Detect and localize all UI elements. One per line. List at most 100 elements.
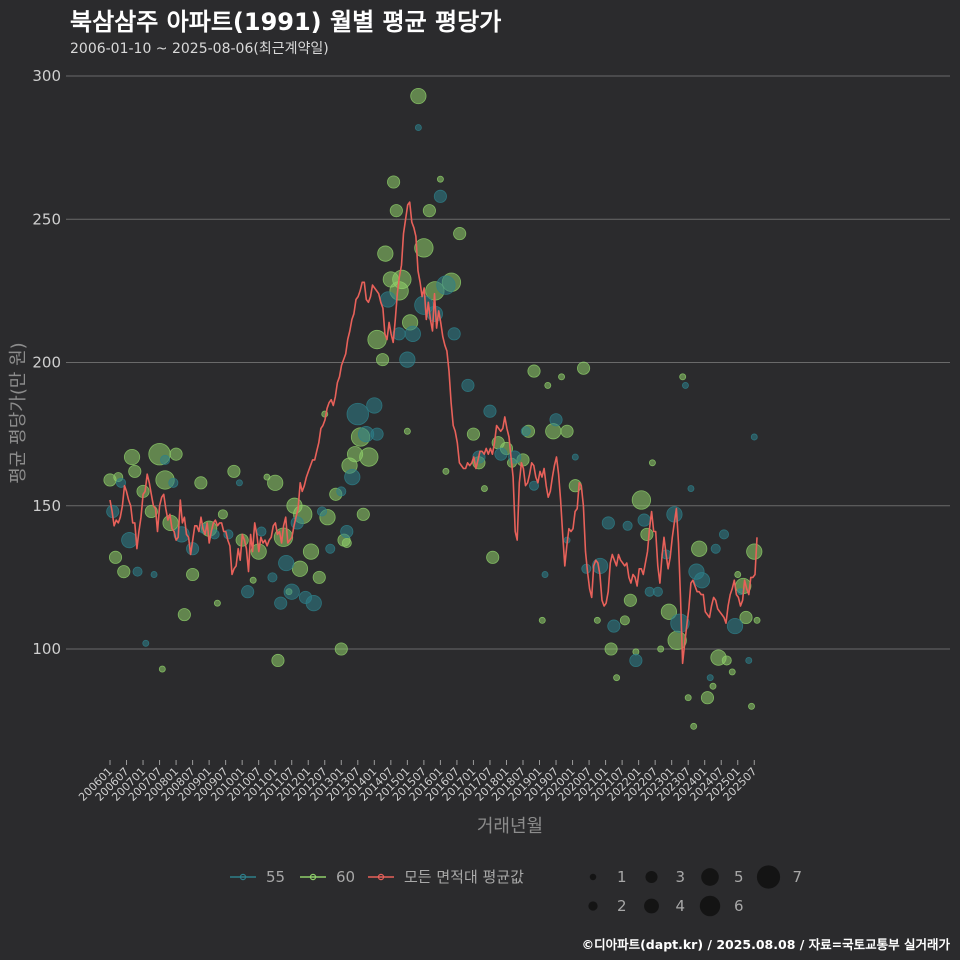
point-60 xyxy=(734,571,742,578)
point-55 xyxy=(710,543,721,554)
point-60 xyxy=(623,593,637,607)
point-55 xyxy=(414,124,422,132)
y-axis-ticks: 100 150 200 250 300 xyxy=(32,67,61,658)
legend-key-point xyxy=(309,873,317,881)
point-55 xyxy=(670,613,690,633)
point-60 xyxy=(728,668,736,676)
point-55 xyxy=(379,291,397,308)
point-60 xyxy=(538,616,546,624)
point-55 xyxy=(274,596,288,610)
point-55 xyxy=(529,480,540,491)
point-55 xyxy=(317,506,328,517)
grid-lines xyxy=(66,75,950,650)
point-60 xyxy=(657,645,665,653)
legend-key-point xyxy=(239,873,247,881)
point-55 xyxy=(549,413,563,427)
point-60 xyxy=(613,674,621,682)
point-55 xyxy=(132,566,143,577)
point-60 xyxy=(392,269,412,290)
point-60 xyxy=(377,245,394,262)
legend-size-dot xyxy=(699,895,721,917)
legend-size-dot xyxy=(588,901,598,911)
point-55 xyxy=(726,617,744,635)
legend-size-label: 7 xyxy=(793,868,803,886)
point-55 xyxy=(168,477,179,488)
x-axis-ticks: 2006012006072007012007072008012008072009… xyxy=(76,760,759,804)
chart-title: 북삼삼주 아파트(1991) 월별 평균 평당가 xyxy=(70,8,502,36)
point-60 xyxy=(123,448,141,466)
point-60 xyxy=(117,565,131,579)
point-55 xyxy=(278,554,295,572)
point-60 xyxy=(480,485,488,493)
point-55 xyxy=(325,543,336,554)
point-55 xyxy=(571,453,579,461)
y-tick-label: 300 xyxy=(32,67,61,85)
point-55 xyxy=(607,619,621,633)
legend-key-point xyxy=(377,873,385,881)
legend-size-label: 1 xyxy=(617,868,627,886)
point-60 xyxy=(660,603,678,620)
point-55 xyxy=(433,189,447,203)
point-60 xyxy=(367,329,387,350)
point-60 xyxy=(271,653,285,668)
point-60 xyxy=(410,87,427,105)
legend-size-label: 6 xyxy=(734,897,744,915)
point-55 xyxy=(290,516,304,530)
point-55 xyxy=(693,572,711,589)
point-60 xyxy=(466,427,480,441)
point-55 xyxy=(283,583,300,600)
point-60 xyxy=(186,567,200,582)
point-55 xyxy=(160,454,171,465)
point-60 xyxy=(558,373,565,381)
y-axis-title: 평균 평당가(만 원) xyxy=(8,342,29,483)
point-60 xyxy=(128,464,142,478)
source-caption: ©디아파트(dapt.kr) / 2025.08.08 / 자료=국토교통부 실… xyxy=(581,937,950,952)
point-55 xyxy=(629,653,643,668)
point-55 xyxy=(340,524,354,539)
point-60 xyxy=(619,615,630,626)
point-60 xyxy=(291,560,309,577)
point-60 xyxy=(442,467,450,475)
point-60 xyxy=(545,423,562,440)
y-tick-label: 100 xyxy=(32,640,61,658)
point-55 xyxy=(366,397,383,414)
point-60 xyxy=(700,691,715,705)
point-55 xyxy=(750,433,758,441)
point-55 xyxy=(404,325,421,342)
point-60 xyxy=(422,204,436,218)
legend-label: 모든 면적대 평균값 xyxy=(404,868,524,886)
point-60 xyxy=(387,175,401,189)
legend-label: 55 xyxy=(266,868,285,886)
point-60 xyxy=(640,527,654,541)
point-55 xyxy=(142,639,150,647)
point-60 xyxy=(527,364,541,378)
point-60 xyxy=(593,616,601,624)
point-60 xyxy=(748,702,755,710)
point-55 xyxy=(344,468,361,486)
legend-label: 60 xyxy=(336,868,355,886)
average-line-group xyxy=(109,201,758,665)
legend-size-dot xyxy=(644,898,659,914)
scatter-points xyxy=(103,87,763,730)
point-60 xyxy=(436,175,444,183)
legend: 55 60 모든 면적대 평균값 1 2 3 4 5 6 7 xyxy=(230,865,803,917)
legend-size-dot xyxy=(701,868,719,886)
point-60 xyxy=(746,543,763,560)
point-60 xyxy=(376,353,390,367)
legend-size-label: 5 xyxy=(734,868,744,886)
point-55 xyxy=(601,516,615,530)
point-60 xyxy=(108,550,123,564)
point-60 xyxy=(544,381,552,389)
point-55 xyxy=(687,485,695,493)
point-55 xyxy=(652,586,663,597)
point-55 xyxy=(267,572,278,583)
legend-size-label: 3 xyxy=(676,868,686,886)
point-60 xyxy=(177,608,191,622)
point-55 xyxy=(644,586,655,597)
point-55 xyxy=(121,532,138,549)
point-60 xyxy=(194,476,208,490)
point-60 xyxy=(213,599,221,607)
y-tick-label: 250 xyxy=(32,210,61,228)
point-55 xyxy=(706,674,714,682)
